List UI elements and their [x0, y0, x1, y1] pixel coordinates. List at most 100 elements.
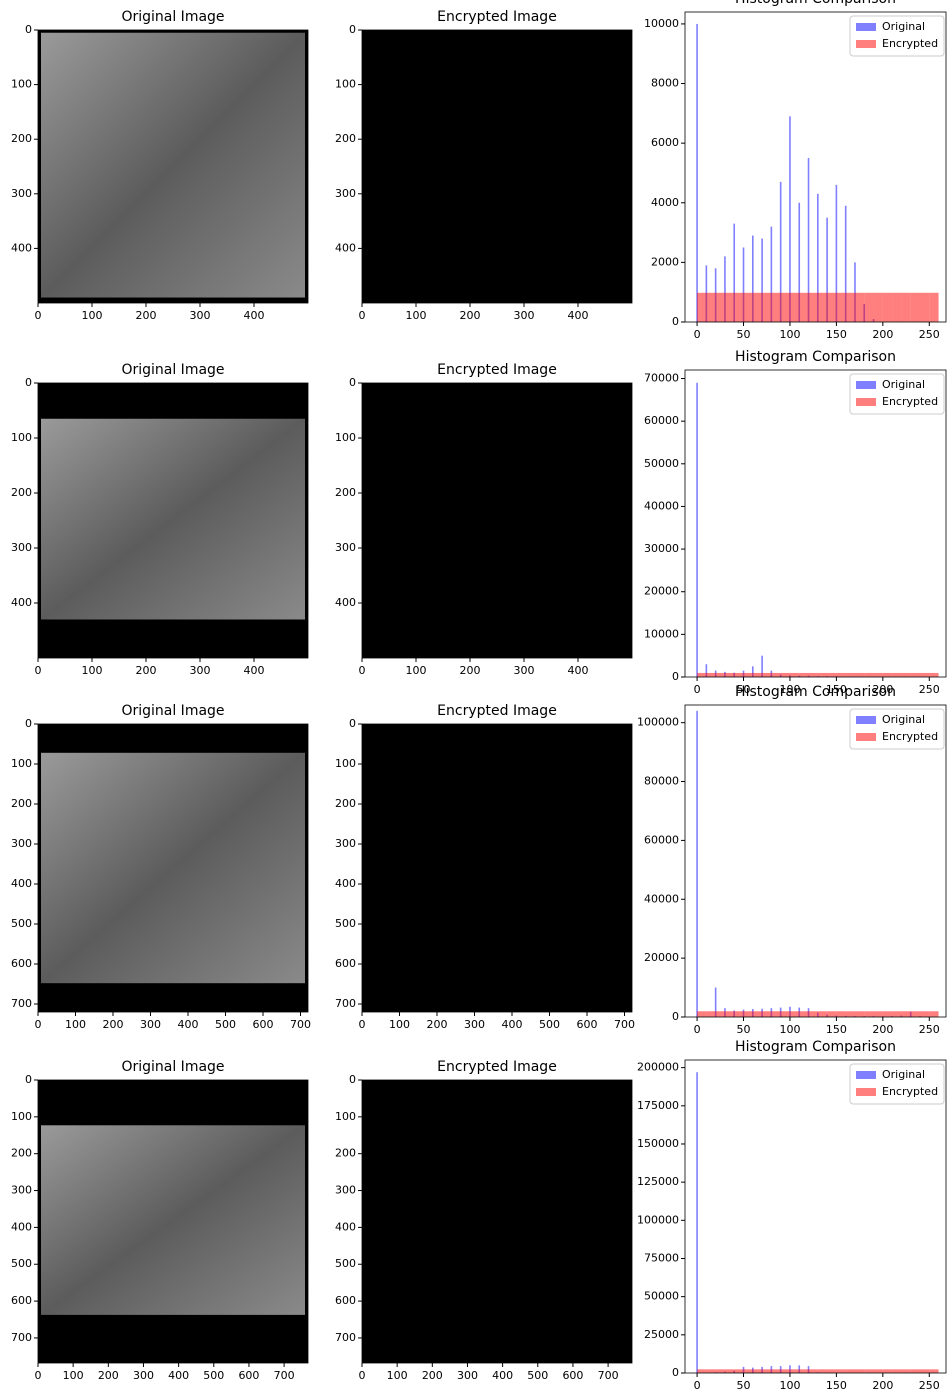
y-tick-label: 200 — [335, 132, 356, 145]
y-tick-label: 200 — [335, 1147, 356, 1160]
legend-label: Original — [882, 713, 925, 726]
hist-bar — [892, 673, 901, 677]
y-tick-label: 20000 — [644, 585, 679, 598]
y-tick-label: 20000 — [644, 951, 679, 964]
hist-bar — [799, 1011, 808, 1017]
x-tick-label: 300 — [457, 1369, 478, 1382]
x-tick-label: 400 — [568, 664, 589, 677]
hist-bar — [883, 1369, 892, 1373]
hist-bar — [892, 293, 901, 322]
photo — [41, 1125, 305, 1315]
y-tick-label: 0 — [672, 670, 679, 683]
legend-swatch — [856, 381, 876, 389]
hist-bar — [697, 293, 706, 322]
x-tick-label: 300 — [464, 1018, 485, 1031]
x-tick-label: 300 — [190, 309, 211, 322]
x-tick-label: 200 — [103, 1018, 124, 1031]
y-tick-label: 200 — [11, 486, 32, 499]
hist-bar — [753, 1011, 762, 1017]
hist-bar — [929, 673, 938, 677]
hist-bar — [753, 1369, 762, 1373]
x-tick-label: 300 — [140, 1018, 161, 1031]
x-tick-label: 50 — [737, 1023, 751, 1036]
x-tick-label: 100 — [779, 1023, 800, 1036]
figure: Original Image 0 100 200 300 400 0 100 200 300 400… — [0, 0, 950, 1392]
y-tick-label: 400 — [11, 241, 32, 254]
y-tick-label: 75000 — [644, 1251, 679, 1264]
y-tick-label: 50000 — [644, 457, 679, 470]
hist-bar — [846, 673, 855, 677]
y-tick-label: 100 — [11, 431, 32, 444]
legend-swatch — [856, 398, 876, 406]
noise-image — [362, 724, 632, 1012]
x-tick-label: 200 — [422, 1369, 443, 1382]
x-tick-label: 200 — [872, 1379, 893, 1392]
x-tick-label: 250 — [919, 1379, 940, 1392]
y-tick-label: 300 — [11, 187, 32, 200]
hist-bar — [920, 673, 929, 677]
hist-bar — [762, 293, 771, 322]
hist-bar — [818, 1011, 827, 1017]
hist-bar — [790, 1369, 799, 1373]
photo — [41, 419, 305, 620]
y-tick-label: 700 — [335, 997, 356, 1010]
x-tick-label: 200 — [460, 309, 481, 322]
x-tick-label: 600 — [253, 1018, 274, 1031]
y-tick-label: 300 — [335, 541, 356, 554]
x-tick-label: 400 — [502, 1018, 523, 1031]
y-tick-label: 100000 — [637, 1213, 679, 1226]
y-tick-label: 200 — [11, 1147, 32, 1160]
x-tick-label: 0 — [35, 1018, 42, 1031]
y-tick-label: 0 — [349, 23, 356, 36]
hist-bar — [762, 1011, 771, 1017]
x-tick-label: 0 — [694, 1379, 701, 1392]
hist-bar — [846, 1369, 855, 1373]
hist-bar — [874, 1369, 883, 1373]
hist-bar — [846, 293, 855, 322]
y-tick-label: 0 — [672, 1366, 679, 1379]
panel-title: Encrypted Image — [437, 703, 557, 719]
hist-bar — [836, 293, 845, 322]
hist-bar — [883, 293, 892, 322]
photo — [41, 33, 305, 298]
hist-bar — [911, 1011, 920, 1017]
hist-bar — [827, 1369, 836, 1373]
x-tick-label: 700 — [274, 1369, 295, 1382]
x-tick-label: 500 — [527, 1369, 548, 1382]
y-tick-label: 10000 — [644, 627, 679, 640]
x-tick-label: 100 — [63, 1369, 84, 1382]
x-tick-label: 0 — [359, 309, 366, 322]
hist-bar — [744, 673, 753, 677]
legend-label: Encrypted — [882, 1085, 938, 1098]
legend-swatch — [856, 716, 876, 724]
hist-bar — [725, 673, 734, 677]
x-tick-label: 250 — [919, 683, 940, 696]
hist-bar — [855, 1369, 864, 1373]
y-tick-label: 100 — [11, 1110, 32, 1123]
hist-bar — [920, 1369, 929, 1373]
panel-title: Original Image — [121, 9, 224, 25]
hist-bar — [753, 673, 762, 677]
x-tick-label: 0 — [359, 664, 366, 677]
x-tick-label: 600 — [562, 1369, 583, 1382]
hist-bar — [901, 1369, 910, 1373]
y-tick-label: 0 — [349, 1073, 356, 1086]
hist-bar — [734, 1011, 743, 1017]
hist-bar — [827, 673, 836, 677]
y-tick-label: 400 — [335, 877, 356, 890]
y-tick-label: 50000 — [644, 1290, 679, 1303]
hist-bar — [762, 1369, 771, 1373]
x-tick-label: 100 — [406, 309, 427, 322]
legend-label: Encrypted — [882, 395, 938, 408]
y-tick-label: 40000 — [644, 499, 679, 512]
hist-bar — [901, 293, 910, 322]
panel-title: Original Image — [121, 703, 224, 719]
hist-bar — [892, 1011, 901, 1017]
panel-title: Encrypted Image — [437, 1059, 557, 1075]
x-tick-label: 50 — [737, 1379, 751, 1392]
x-tick-label: 100 — [82, 309, 103, 322]
hist-bar — [706, 1369, 715, 1373]
axes-frame — [685, 370, 946, 677]
y-tick-label: 100 — [335, 1110, 356, 1123]
panel-title: Histogram Comparison — [735, 1039, 896, 1055]
